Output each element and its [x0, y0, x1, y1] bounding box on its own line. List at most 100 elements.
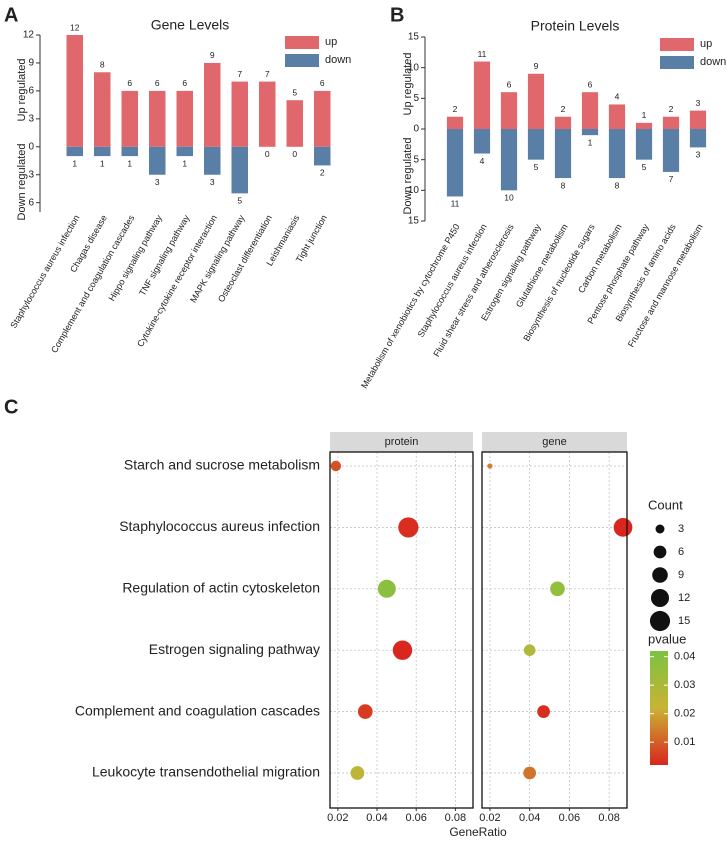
bar — [259, 81, 276, 147]
data-label: 9 — [210, 50, 215, 60]
data-label: 1 — [642, 110, 647, 120]
colorbar-label: 0.02 — [674, 708, 695, 720]
y-tick-label: 15 — [408, 32, 420, 43]
data-label: 12 — [70, 22, 80, 32]
bar — [662, 129, 680, 172]
bar — [581, 92, 599, 129]
bar — [500, 92, 518, 129]
data-label: 1 — [100, 158, 105, 168]
legend-label: 6 — [678, 546, 684, 558]
dot — [613, 518, 633, 537]
bar — [204, 62, 221, 147]
legend-label: up — [700, 38, 712, 50]
legend-dot — [652, 567, 668, 583]
legend-label: 9 — [678, 569, 684, 581]
bar — [231, 146, 248, 194]
panel-border — [329, 451, 474, 809]
panel-letter: A — [4, 4, 18, 26]
legend-dot — [649, 610, 671, 632]
row-label: Staphylococcus aureus infection — [119, 518, 320, 534]
bar — [66, 146, 83, 157]
row-label: Complement and coagulation cascades — [75, 702, 320, 718]
data-label: 8 — [615, 180, 620, 190]
data-label: 5 — [642, 162, 647, 172]
x-tick-label: Hippo signaling pathway — [107, 213, 165, 303]
bar — [635, 122, 653, 129]
dot — [523, 644, 536, 657]
x-tick-label: 0.02 — [479, 812, 500, 824]
data-label: 0 — [292, 149, 297, 159]
data-label: 2 — [320, 168, 325, 178]
colorbar-label: 0.03 — [674, 679, 695, 691]
y-axis-label: Down regulated — [16, 143, 28, 220]
data-label: 6 — [588, 79, 593, 89]
bar — [66, 35, 83, 147]
x-tick-label: 0.08 — [445, 812, 466, 824]
y-tick-label: 0 — [28, 141, 34, 152]
bar — [689, 110, 707, 129]
bar — [473, 129, 491, 154]
dot — [487, 463, 493, 469]
legend-dot — [650, 588, 670, 608]
bar — [286, 100, 303, 147]
legend-label: 12 — [678, 592, 690, 604]
data-label: 10 — [504, 193, 514, 203]
legend-swatch — [285, 54, 319, 67]
data-label: 2 — [453, 104, 458, 114]
data-label: 2 — [669, 104, 674, 114]
legend-label: 3 — [678, 523, 684, 535]
dot — [523, 766, 537, 780]
facet-strip — [330, 432, 473, 452]
bar — [176, 90, 193, 147]
x-tick-label: TNF signaling pathway — [137, 213, 192, 298]
data-label: 6 — [127, 78, 132, 88]
data-label: 8 — [561, 180, 566, 190]
bar — [554, 116, 572, 129]
legend-label: down — [325, 54, 351, 66]
dot — [398, 517, 419, 538]
chart-title: Gene Levels — [151, 17, 230, 33]
row-label: Estrogen signaling pathway — [149, 641, 320, 657]
legend-label: up — [325, 36, 337, 48]
dot — [537, 705, 550, 718]
facet-strip — [482, 432, 627, 452]
data-label: 7 — [237, 69, 242, 79]
y-tick-label: 10 — [408, 62, 420, 73]
legend-swatch — [660, 38, 694, 51]
data-label: 6 — [507, 79, 512, 89]
y-tick-label: 0 — [413, 124, 419, 135]
y-tick-label: 15 — [408, 216, 420, 227]
data-label: 9 — [534, 61, 539, 71]
data-label: 1 — [72, 158, 77, 168]
bar — [94, 146, 111, 157]
row-label: Leukocyte transendothelial migration — [92, 764, 320, 780]
bar — [121, 90, 138, 147]
legend-swatch — [660, 56, 694, 69]
y-tick-label: 3 — [28, 113, 34, 124]
colorbar-label: 0.01 — [674, 736, 695, 748]
data-label: 3 — [210, 177, 215, 187]
bar — [608, 129, 626, 179]
colorbar-label: 0.04 — [674, 651, 695, 663]
y-tick-label: 3 — [28, 169, 34, 180]
data-label: 5 — [292, 87, 297, 97]
data-label: 1 — [182, 158, 187, 168]
x-tick-label: Metabolism of xenobiotics by cytochrome … — [359, 222, 462, 390]
data-label: 1 — [127, 158, 132, 168]
x-tick-label: 0.02 — [327, 812, 348, 824]
y-tick-label: 9 — [28, 58, 34, 69]
y-tick-label: 10 — [408, 185, 420, 196]
data-label: 6 — [320, 78, 325, 88]
bar — [121, 146, 138, 157]
dot — [550, 581, 565, 597]
data-label: 4 — [480, 156, 485, 166]
y-tick-label: 5 — [413, 93, 419, 104]
dot — [350, 766, 365, 780]
data-label: 7 — [669, 174, 674, 184]
data-label: 4 — [615, 92, 620, 102]
y-tick-label: 12 — [23, 30, 35, 41]
y-axis-label: Up regulated — [402, 53, 414, 116]
dot — [357, 704, 373, 719]
x-tick-label: 0.06 — [559, 812, 580, 824]
legend-dot — [653, 545, 667, 559]
